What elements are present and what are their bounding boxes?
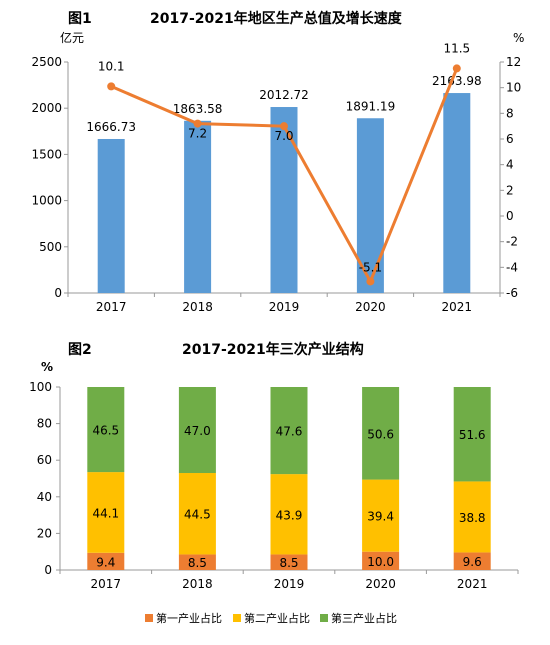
fig2-y-tick-label: 20	[37, 526, 52, 540]
fig2-segment-label: 9.4	[96, 555, 115, 569]
fig1-right-tick-label: 8	[506, 106, 514, 120]
fig1-right-tick-label: -6	[506, 286, 518, 300]
fig1-right-tick-label: -4	[506, 260, 518, 274]
fig1-growth-point	[452, 64, 461, 73]
fig1-growth-label: 7.2	[188, 127, 207, 141]
fig2-bar-segment	[270, 554, 308, 570]
fig2-plot: 0 20 40 60 80 100 2017 2018 2019 2020 2021 9.4 44.1 4…	[29, 380, 519, 591]
fig2-segment-label: 46.5	[92, 424, 119, 438]
legend-label: 第三产业占比	[331, 611, 397, 625]
fig2-bar-segment	[87, 387, 125, 473]
fig2-bar-segment	[178, 473, 216, 555]
fig1-right-tick-label: 12	[506, 55, 521, 69]
fig2-segment-label: 47.0	[184, 424, 211, 438]
fig1-growth-point	[366, 277, 375, 286]
fig2-y-tick-label: 60	[37, 453, 52, 467]
fig1-growth-point	[107, 82, 116, 91]
fig1-bar-label: 1666.73	[86, 120, 136, 134]
fig1-growth-label: 7.0	[274, 129, 293, 143]
fig1-left-tick-label: 1000	[31, 194, 62, 208]
fig2-bar-segment	[453, 481, 491, 553]
fig2-x-tick-label: 2017	[91, 577, 122, 591]
legend-swatch	[233, 614, 241, 622]
fig2-y-tick-label: 80	[37, 417, 52, 431]
fig1-left-tick-label: 2000	[31, 101, 62, 115]
fig2-title: 2017-2021年三次产业结构	[182, 341, 364, 358]
fig2-segment-label: 8.5	[188, 556, 207, 570]
fig2-label: 图2	[68, 342, 92, 358]
fig2-ylabel: %	[41, 360, 53, 374]
fig1-bar-label: 1863.58	[173, 102, 223, 116]
fig2-bar-segment	[270, 387, 308, 475]
fig2-segment-label: 44.5	[184, 508, 211, 522]
fig2-bar-segment	[453, 387, 491, 482]
fig2-x-tick-label: 2020	[365, 577, 396, 591]
fig2-bar-segment	[178, 554, 216, 570]
fig1-x-tick-label: 2017	[96, 300, 127, 314]
fig1-right-tick-label: 0	[506, 209, 514, 223]
fig1-bar-label: 2012.72	[259, 88, 309, 102]
fig1-bar	[184, 120, 212, 293]
fig1-growth-label: 11.5	[443, 41, 470, 55]
fig1-left-tick-label: 2500	[31, 55, 62, 69]
fig2-legend: 第一产业占比 第二产业占比 第三产业占比	[145, 611, 397, 625]
fig1-x-tick-label: 2021	[442, 300, 473, 314]
fig1-right-tick-label: -2	[506, 235, 518, 249]
legend-swatch	[320, 614, 328, 622]
fig1-left-tick-label: 500	[39, 240, 62, 254]
fig2-segment-label: 39.4	[367, 510, 394, 524]
fig2-segment-label: 51.6	[459, 428, 486, 442]
fig2-x-tick-label: 2019	[274, 577, 305, 591]
fig2-y-tick-label: 100	[29, 380, 52, 394]
fig1-right-tick-label: 10	[506, 81, 521, 95]
fig2-segment-label: 8.5	[279, 556, 298, 570]
fig1-y2label: %	[513, 31, 524, 45]
fig1-plot: 0 500 1000 1500 2000 2500 -6 -4 -2 0 2 4 6 8 10 12 2017 2…	[31, 41, 521, 314]
fig2-segment-label: 44.1	[92, 506, 119, 520]
fig1-bar-label: 1891.19	[346, 99, 396, 113]
fig2-segment-label: 43.9	[276, 508, 303, 522]
fig1-bar	[270, 107, 298, 293]
fig2-segment-label: 9.6	[463, 555, 482, 569]
fig2-y-tick-label: 40	[37, 490, 52, 504]
fig2-bar-segment	[87, 472, 125, 553]
legend-label: 第一产业占比	[156, 611, 222, 625]
fig1-title: 2017-2021年地区生产总值及增长速度	[150, 10, 403, 27]
fig1-growth-point	[193, 119, 202, 128]
fig1-x-tick-label: 2018	[182, 300, 213, 314]
fig2-bar-segment	[362, 551, 400, 570]
fig1-right-tick-label: 2	[506, 183, 514, 197]
fig2-segment-label: 50.6	[367, 427, 394, 441]
fig1-left-tick-label: 1500	[31, 147, 62, 161]
fig1-bar-label: 2163.98	[432, 74, 482, 88]
fig1-label: 图1	[68, 11, 92, 27]
fig2-bar-segment	[270, 474, 308, 555]
fig1-right-tick-label: 6	[506, 132, 514, 146]
fig1-growth-label: -5.1	[359, 260, 382, 274]
fig2-bar-segment	[453, 552, 491, 570]
fig2-y-tick-label: 0	[44, 563, 52, 577]
fig2-segment-label: 38.8	[459, 511, 486, 525]
fig1-x-tick-label: 2019	[269, 300, 300, 314]
fig1-ylabel: 亿元	[60, 30, 84, 45]
fig1-growth-point	[280, 122, 288, 131]
legend-swatch	[145, 614, 153, 622]
fig2-bar-segment	[178, 387, 216, 474]
fig1-growth-label: 10.1	[98, 59, 125, 73]
fig1-bar	[443, 93, 471, 293]
fig2-segment-label: 47.6	[276, 425, 303, 439]
fig1-bar	[97, 138, 125, 293]
fig2-segment-label: 10.0	[367, 555, 394, 569]
fig2-x-tick-label: 2021	[457, 577, 488, 591]
fig1-left-tick-label: 0	[54, 286, 62, 300]
fig1-x-tick-label: 2020	[355, 300, 386, 314]
fig2-x-tick-label: 2018	[182, 577, 213, 591]
fig2-bar-segment	[87, 552, 125, 570]
fig1-right-tick-label: 4	[506, 158, 514, 172]
fig2-bar-segment	[362, 479, 400, 552]
legend-label: 第二产业占比	[244, 611, 310, 625]
fig2-bar-segment	[362, 387, 400, 480]
